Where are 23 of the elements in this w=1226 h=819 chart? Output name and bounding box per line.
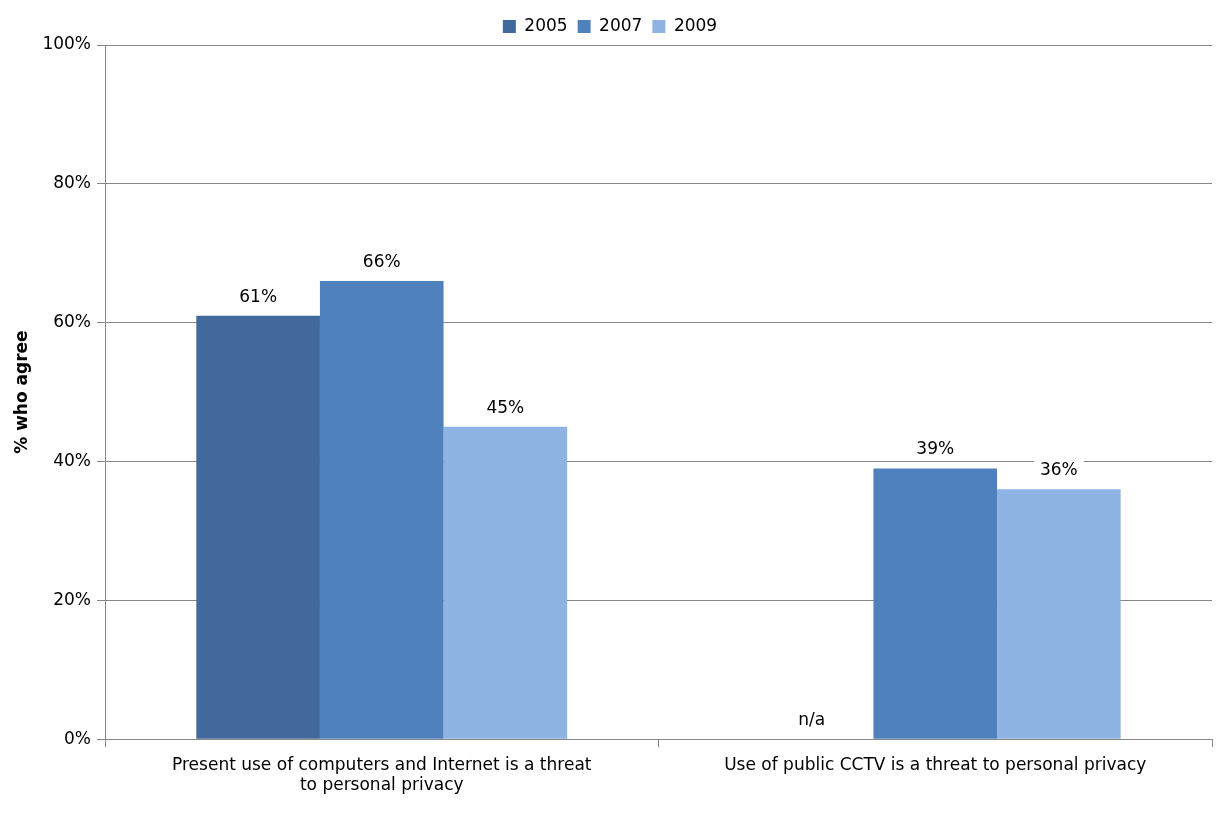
y-axis-title: % who agree bbox=[10, 330, 31, 454]
data-label: 39% bbox=[916, 438, 955, 459]
x-tick-label: Present use of computers and Internet is a threat to personal privacy bbox=[172, 753, 592, 795]
x-tick-label: Use of public CCTV is a threat to personal privacy bbox=[724, 753, 1147, 774]
bar bbox=[873, 468, 998, 739]
y-tick-label: 60% bbox=[53, 311, 91, 332]
data-label: 66% bbox=[362, 250, 401, 271]
bar bbox=[319, 281, 444, 739]
data-label: 36% bbox=[1039, 459, 1078, 480]
y-tick-label: 40% bbox=[53, 449, 91, 470]
y-tick-label: 100% bbox=[42, 33, 91, 54]
y-tick-label: 0% bbox=[64, 727, 91, 748]
bar bbox=[196, 315, 320, 739]
data-label: 61% bbox=[239, 285, 278, 306]
data-label: 45% bbox=[486, 396, 525, 417]
legend-label: 2007 bbox=[599, 14, 643, 35]
text: n/a bbox=[798, 709, 826, 730]
y-tick-label: 20% bbox=[53, 588, 91, 609]
bar bbox=[997, 489, 1121, 739]
bar bbox=[443, 426, 568, 739]
y-tick-label: 80% bbox=[53, 172, 91, 193]
legend-label: 2009 bbox=[673, 14, 718, 35]
legend-label: 2005 bbox=[524, 14, 568, 35]
